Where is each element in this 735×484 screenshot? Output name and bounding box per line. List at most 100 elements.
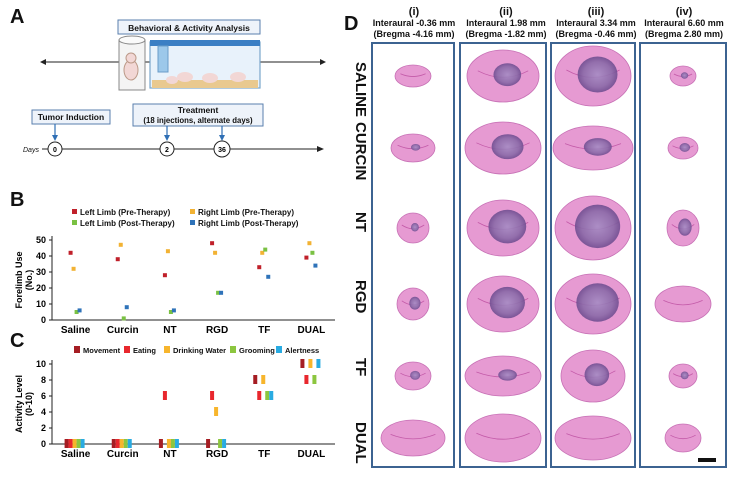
y-tick-label: 2 <box>41 423 46 433</box>
forelimb-use-chart: Left Limb (Pre-Therapy) Right Limb (Pre-T… <box>14 208 335 336</box>
y-tick-label: 0 <box>41 315 46 325</box>
data-bar <box>76 439 81 448</box>
data-point <box>313 263 318 268</box>
data-point <box>171 308 176 313</box>
row-label-rgd: RGD <box>352 280 369 314</box>
x-tick-label: NT <box>163 325 176 336</box>
legend-swatch <box>72 209 77 214</box>
row-label-tf: TF <box>352 358 369 377</box>
legend-swatch <box>190 220 195 225</box>
data-bar <box>312 375 317 384</box>
data-point <box>307 241 312 246</box>
y-tick-label: 8 <box>41 375 46 385</box>
x-tick-label: Saline <box>61 325 91 336</box>
data-bar <box>269 391 274 400</box>
data-bar <box>218 439 223 448</box>
y-tick-label: 30 <box>36 267 46 277</box>
column-box-iv <box>639 42 727 468</box>
timeline-day-2: 2 <box>165 147 169 154</box>
data-point <box>115 257 120 262</box>
row-label-dual: DUAL <box>352 422 369 464</box>
column-interaural: Interaural 3.34 mm <box>556 18 636 28</box>
legend-label: Drinking Water <box>173 346 226 355</box>
data-bar <box>222 439 227 448</box>
scale-bar <box>698 458 716 462</box>
mouse-cage-icon <box>149 40 261 89</box>
column-number: (iii) <box>587 6 605 18</box>
x-tick-label: RGD <box>206 325 228 336</box>
x-tick-label: NT <box>163 449 176 460</box>
column-box-iii <box>550 42 636 468</box>
data-point <box>257 265 262 270</box>
treatment-label: Treatment <box>178 105 219 115</box>
column-header-ii: (ii) Interaural 1.98 mm (Bregma -1.82 mm… <box>458 6 554 40</box>
timeline-day-36: 36 <box>218 147 226 154</box>
y-axis-label-line1: Activity Level <box>14 375 24 433</box>
legend-label: Grooming <box>239 346 275 355</box>
x-tick-label: TF <box>258 449 270 460</box>
data-bar <box>257 391 262 400</box>
x-tick-label: Saline <box>61 449 91 460</box>
data-bar <box>80 439 85 448</box>
y-tick-label: 4 <box>41 407 46 417</box>
column-interaural: Interaural 6.60 mm <box>644 18 724 28</box>
y-axis-label-line2: (0-10) <box>24 392 34 416</box>
restraint-cylinder-icon <box>118 35 146 91</box>
y-tick-label: 50 <box>36 235 46 245</box>
panel-a-letter: A <box>10 6 25 28</box>
legend-swatch <box>124 346 130 353</box>
x-tick-label: RGD <box>206 449 228 460</box>
panel-a-diagram: Behavioral & Activity Analysis Tumor Ind… <box>23 19 326 158</box>
data-point <box>216 290 221 295</box>
column-interaural: Interaural 1.98 mm <box>466 18 546 28</box>
data-bar <box>253 375 258 384</box>
column-bregma: (Bregma 2.80 mm) <box>644 29 724 39</box>
data-point <box>263 247 268 252</box>
data-point <box>118 242 123 247</box>
column-bregma: (Bregma -4.16 mm) <box>373 29 455 39</box>
data-bar <box>111 439 116 448</box>
data-bar <box>300 359 305 368</box>
column-box-i <box>371 42 455 468</box>
data-point <box>310 250 315 255</box>
data-bar <box>170 439 175 448</box>
data-bar <box>308 359 313 368</box>
data-point <box>68 250 73 255</box>
data-bar <box>123 439 128 448</box>
x-tick-label: Curcin <box>107 449 139 460</box>
data-point <box>260 250 265 255</box>
legend-label: Left Limb (Post-Therapy) <box>80 219 175 228</box>
data-bar <box>162 391 167 400</box>
column-header-i: (i) Interaural -0.36 mm (Bregma -4.16 mm… <box>367 6 461 40</box>
column-header-iii: (iii) Interaural 3.34 mm (Bregma -0.46 m… <box>550 6 642 40</box>
data-point <box>304 255 309 260</box>
y-axis-label-line1: Forelimb Use <box>14 251 24 308</box>
data-point <box>213 250 218 255</box>
legend-label: Movement <box>83 346 121 355</box>
data-bar <box>72 439 77 448</box>
x-tick-label: DUAL <box>298 325 326 336</box>
data-point <box>162 273 167 278</box>
data-bar <box>119 439 124 448</box>
column-number: (ii) <box>499 6 513 18</box>
legend-label: Right Limb (Post-Therapy) <box>198 219 299 228</box>
data-bar <box>127 439 132 448</box>
legend-swatch <box>190 209 195 214</box>
y-tick-label: 0 <box>41 439 46 449</box>
data-bar <box>304 375 309 384</box>
row-label-nt: NT <box>352 212 369 232</box>
treatment-detail: (18 injections, alternate days) <box>143 116 253 125</box>
column-number: (iv) <box>675 6 693 18</box>
panel-a-title: Behavioral & Activity Analysis <box>128 23 250 33</box>
data-bar <box>265 391 270 400</box>
data-bar <box>64 439 69 448</box>
y-tick-label: 20 <box>36 283 46 293</box>
column-bregma: (Bregma -1.82 mm) <box>465 29 547 39</box>
legend-swatch <box>230 346 236 353</box>
data-point <box>219 290 224 295</box>
y-tick-label: 10 <box>36 299 46 309</box>
data-bar <box>214 407 219 416</box>
tumor-induction-label: Tumor Induction <box>38 112 104 122</box>
data-bar <box>115 439 120 448</box>
x-tick-label: Curcin <box>107 325 139 336</box>
